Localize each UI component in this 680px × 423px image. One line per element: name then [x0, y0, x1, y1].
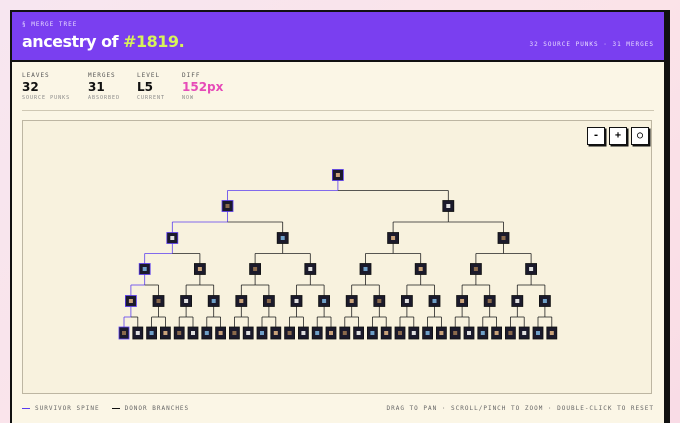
stat-value: 152px: [182, 80, 224, 94]
title-prefix: ancestry of: [22, 32, 119, 51]
stat: LEAVES 32 SOURCE PUNKS: [22, 72, 70, 101]
stat-caption: CURRENT: [137, 95, 166, 101]
legend-swatch: [22, 407, 30, 410]
summary: 32 SOURCE PUNKS · 31 MERGES: [529, 41, 654, 48]
stat: LEVEL L5 CURRENT: [137, 72, 165, 101]
legend: SURVIVOR SPINE DONOR BRANCHES: [22, 405, 189, 412]
zoom-out-button[interactable]: -: [587, 127, 605, 145]
hint: DRAG TO PAN · SCROLL/PINCH TO ZOOM · DOU…: [386, 405, 654, 412]
legend-swatch: [111, 407, 120, 410]
header: § MERGE TREE ancestry of #1819. 32 SOURC…: [12, 12, 664, 62]
stat: MERGES 31 ABSORBED: [88, 72, 120, 101]
stat-value: 31: [88, 80, 105, 94]
stat-caption: ABSORBED: [88, 95, 121, 101]
stat-value: L5: [137, 80, 153, 94]
divider: [22, 110, 654, 111]
legend-donor: DONOR BRANCHES: [124, 405, 190, 412]
title: ancestry of #1819.: [22, 32, 185, 51]
legend-spine: SURVIVOR SPINE: [35, 405, 100, 412]
title-id: #1819.: [123, 32, 185, 51]
reset-button[interactable]: ○: [631, 127, 649, 145]
zoom-in-button[interactable]: +: [609, 127, 627, 145]
stat-label: DIFF: [182, 72, 201, 79]
stat-label: MERGES: [88, 72, 116, 79]
stat-label: LEVEL: [137, 72, 161, 79]
eyebrow: § MERGE TREE: [22, 21, 78, 28]
stat-value: 32: [22, 80, 39, 94]
stat-caption: SOURCE PUNKS: [22, 95, 71, 101]
tree-panel[interactable]: - + ○: [22, 120, 652, 394]
stat-caption: NOW: [182, 95, 195, 101]
card: § MERGE TREE ancestry of #1819. 32 SOURC…: [10, 10, 666, 423]
stat-label: LEAVES: [22, 72, 50, 79]
stat: DIFF 152px NOW: [182, 72, 223, 101]
